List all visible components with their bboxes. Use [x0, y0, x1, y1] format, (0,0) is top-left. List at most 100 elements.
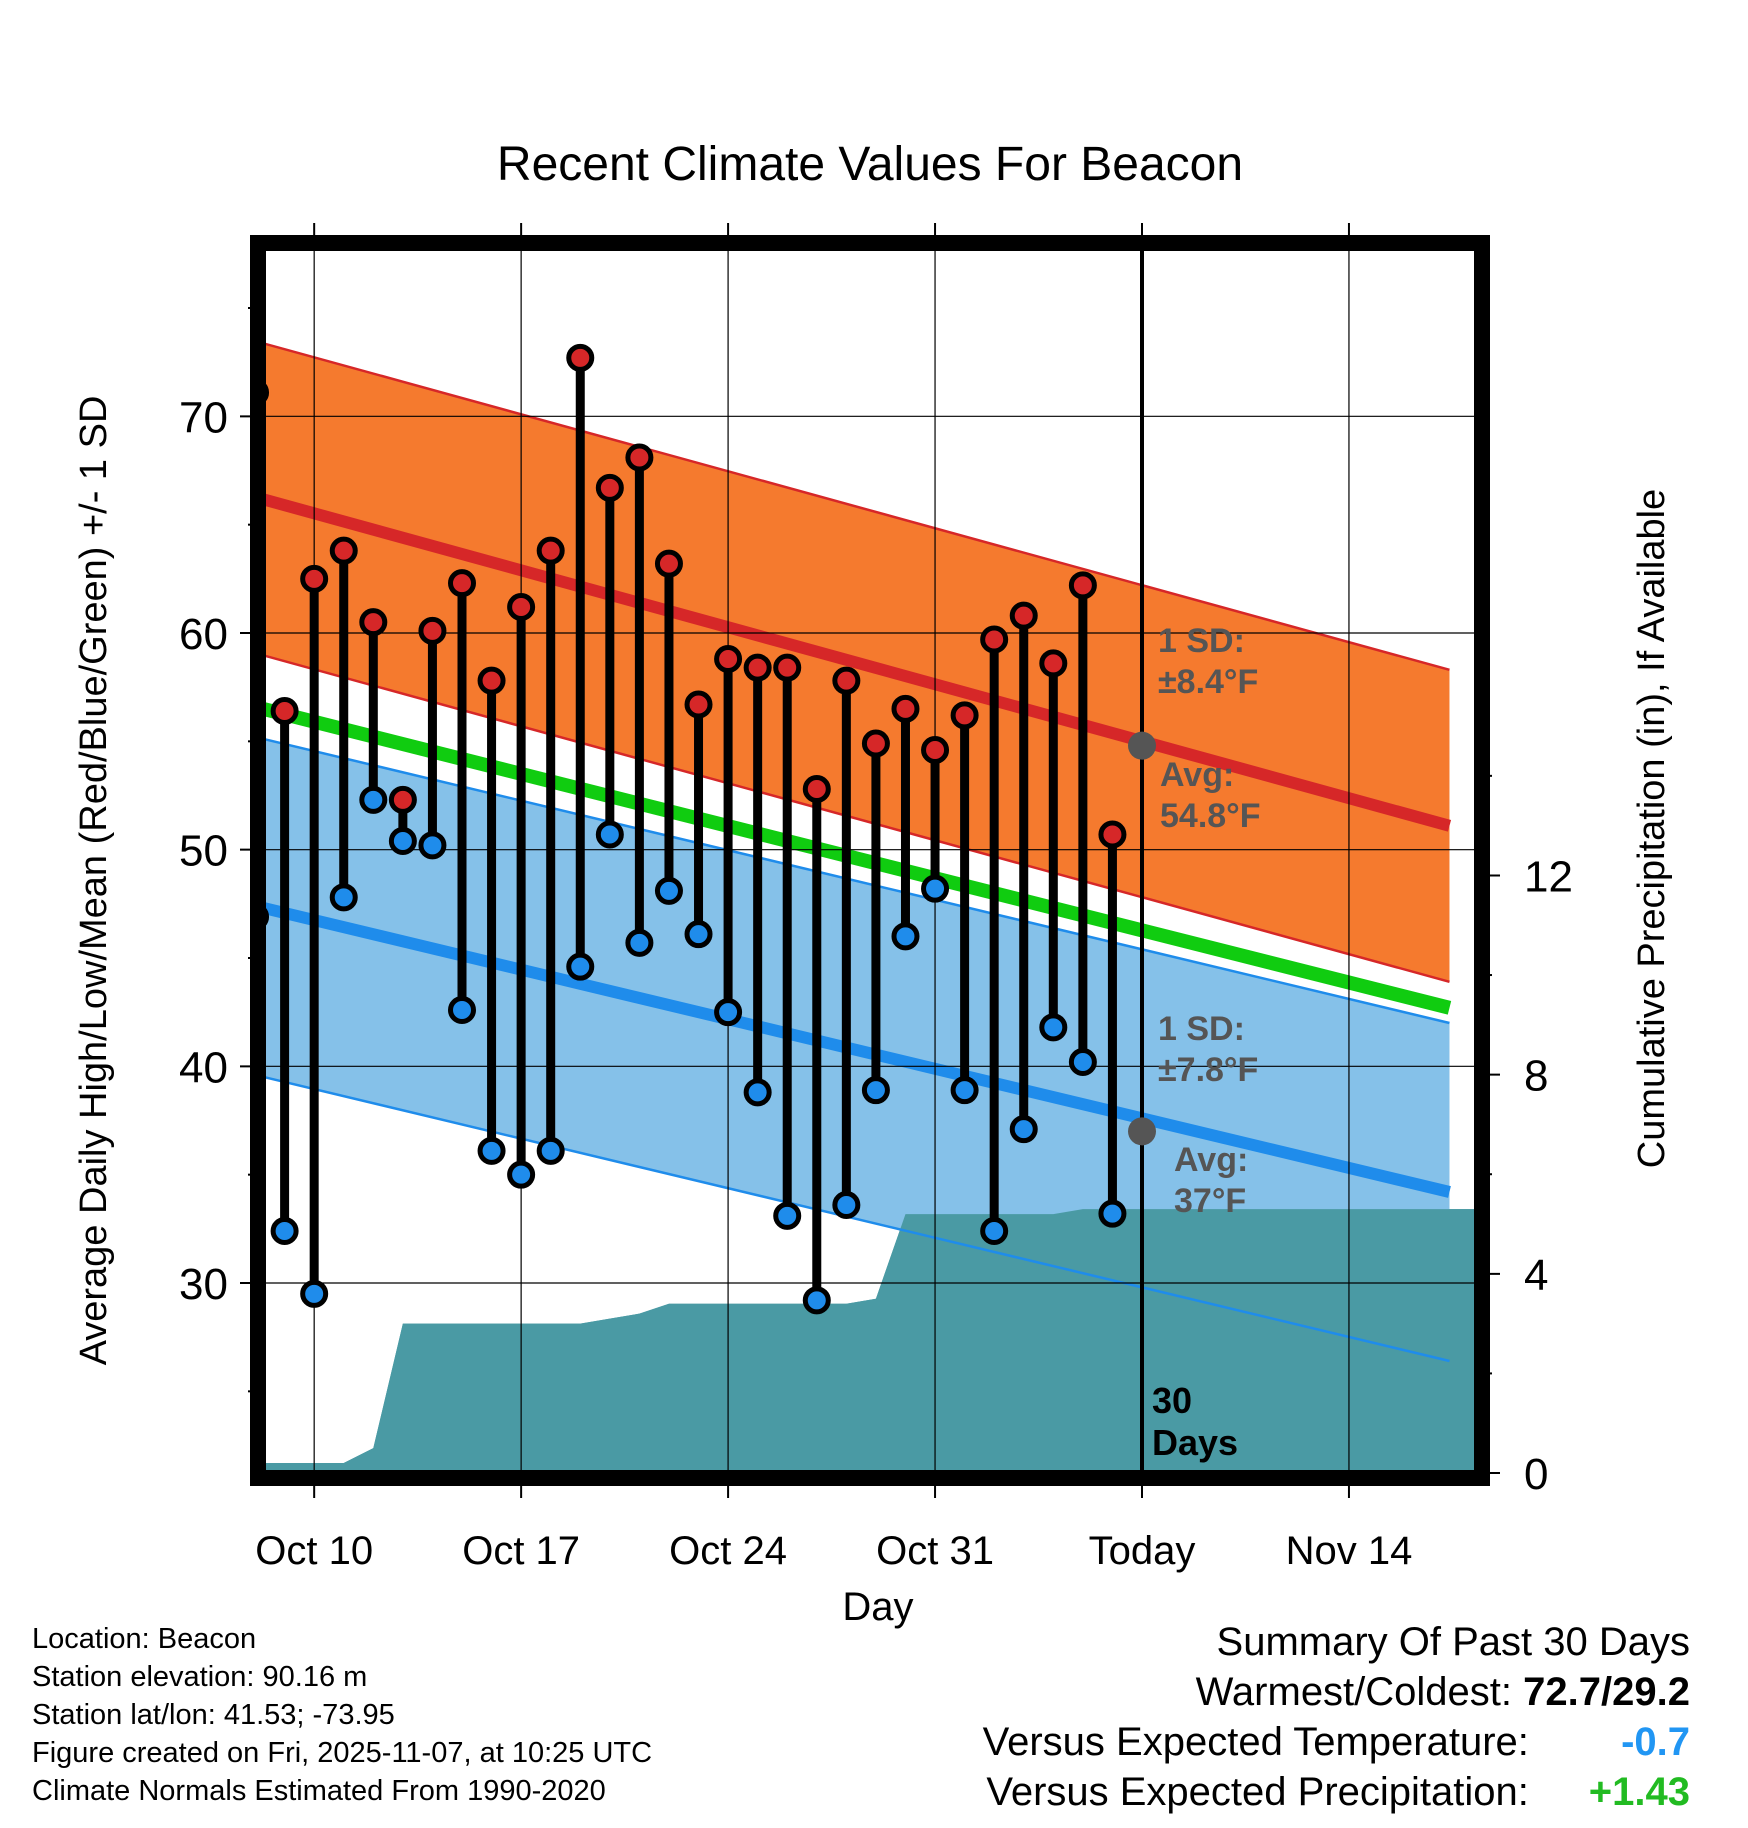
- high-sd-label-1: 1 SD:: [1158, 622, 1245, 660]
- low-sd-label-2: ±7.8°F: [1158, 1051, 1258, 1089]
- x-tick-label: Oct 17: [462, 1529, 580, 1573]
- summary-warm-cold-row: Warmest/Coldest: 72.7/29.2: [983, 1667, 1690, 1717]
- high-point: [448, 569, 476, 598]
- location-text: Location: Beacon: [32, 1623, 257, 1655]
- high-point: [388, 785, 417, 814]
- station-info: Location: Beacon Station elevation: 90.1…: [32, 1620, 652, 1810]
- y-axis-label: Average Daily High/Low/Mean (Red/Blue/Gr…: [73, 396, 115, 1366]
- x-tick-label: Oct 31: [876, 1529, 994, 1573]
- low-point: [980, 1217, 1009, 1245]
- summary-title: Summary Of Past 30 Days: [1216, 1620, 1690, 1664]
- high-point: [1068, 571, 1097, 600]
- temp-value: -0.7: [1621, 1720, 1690, 1764]
- y2-axis-label: Cumulative Precipitation (in), If Availa…: [1631, 489, 1673, 1168]
- low-point: [625, 928, 654, 957]
- created-text: Figure created on Fri, 2025-11-07, at 10…: [32, 1737, 653, 1769]
- low-point: [300, 1279, 329, 1308]
- low-point: [1009, 1115, 1038, 1144]
- high-point: [950, 701, 979, 730]
- low-point: [418, 831, 447, 860]
- precip-value: +1.43: [1588, 1770, 1690, 1814]
- high-point: [773, 653, 802, 682]
- coldest-value: 29.2: [1612, 1670, 1690, 1714]
- high-point: [566, 343, 595, 372]
- low-point: [832, 1191, 861, 1219]
- low-point: [1068, 1048, 1097, 1076]
- low-point: [921, 874, 950, 903]
- warmest-value: 72.7: [1523, 1670, 1602, 1714]
- low-point: [802, 1286, 831, 1315]
- elevation-text: Station elevation: 90.16 m: [32, 1661, 368, 1693]
- x-tick-label: Oct 10: [255, 1529, 373, 1573]
- high-point: [921, 736, 950, 764]
- high-point: [1098, 820, 1127, 849]
- low-point: [743, 1078, 772, 1107]
- low-point: [1098, 1199, 1127, 1228]
- high-point: [832, 666, 861, 695]
- y2-tick-label: 12: [1524, 852, 1573, 901]
- high-point: [684, 690, 713, 719]
- latlon-text: Station lat/lon: 41.53; -73.95: [32, 1699, 395, 1731]
- low-point: [595, 820, 624, 849]
- low-point: [507, 1160, 536, 1189]
- low-point: [329, 883, 358, 912]
- y-tick-label: 50: [179, 827, 228, 876]
- low-sd-label-1: 1 SD:: [1158, 1010, 1245, 1048]
- days-label-1: 30: [1152, 1380, 1192, 1421]
- high-point: [329, 536, 358, 565]
- high-point: [1039, 649, 1068, 678]
- high-point: [861, 729, 890, 758]
- chart-title: Recent Climate Values For Beacon: [497, 138, 1243, 191]
- today-high-avg-marker: [1128, 731, 1156, 760]
- summary-precip-row: Versus Expected Precipitation: +1.43: [983, 1767, 1690, 1817]
- low-point: [448, 996, 476, 1024]
- high-point: [507, 593, 536, 621]
- today-low-avg-marker: [1128, 1117, 1156, 1146]
- high-sd-upper-edge: [258, 340, 1450, 672]
- y-tick-label: 30: [179, 1260, 228, 1309]
- low-point: [388, 827, 417, 855]
- y2-tick-label: 0: [1524, 1450, 1548, 1499]
- y-tick-label: 40: [179, 1043, 228, 1092]
- high-point: [980, 625, 1009, 654]
- y-tick-label: 70: [179, 393, 228, 442]
- high-point: [654, 549, 683, 578]
- low-point: [684, 920, 713, 949]
- plot-frame: [250, 235, 1490, 1486]
- high-point: [359, 608, 388, 637]
- high-point: [891, 694, 920, 723]
- low-point: [714, 998, 743, 1027]
- low-point: [536, 1136, 565, 1165]
- high-point: [418, 616, 447, 645]
- low-point: [566, 952, 595, 981]
- x-axis-label: Day: [842, 1585, 913, 1629]
- warm-cold-label: Warmest/Coldest:: [1195, 1670, 1513, 1714]
- low-point: [891, 922, 920, 951]
- low-avg-label-2: 37°F: [1174, 1182, 1246, 1220]
- low-point: [477, 1136, 506, 1165]
- high-point: [714, 645, 743, 673]
- low-point: [654, 876, 683, 905]
- high-point: [536, 536, 565, 565]
- temp-label: Versus Expected Temperature:: [982, 1720, 1529, 1764]
- y2-tick-label: 8: [1524, 1052, 1548, 1101]
- x-tick-label: Oct 24: [669, 1529, 787, 1573]
- x-tick-label: Nov 14: [1286, 1529, 1413, 1573]
- low-avg-label-1: Avg:: [1174, 1141, 1248, 1179]
- high-point: [625, 443, 654, 472]
- y-tick-label: 60: [179, 610, 228, 659]
- normals-text: Climate Normals Estimated From 1990-2020: [32, 1775, 606, 1807]
- high-point: [802, 775, 831, 803]
- y2-tick-label: 4: [1524, 1251, 1548, 1300]
- high-sd-label-2: ±8.4°F: [1158, 663, 1258, 701]
- low-point: [950, 1076, 979, 1105]
- high-avg-label-1: Avg:: [1160, 756, 1234, 794]
- summary-panel: Summary Of Past 30 Days Warmest/Coldest:…: [983, 1617, 1690, 1817]
- x-tick-label: Today: [1089, 1529, 1196, 1573]
- precip-label: Versus Expected Precipitation:: [986, 1770, 1529, 1814]
- high-point: [300, 564, 329, 593]
- high-point: [595, 473, 624, 502]
- high-point: [270, 697, 299, 725]
